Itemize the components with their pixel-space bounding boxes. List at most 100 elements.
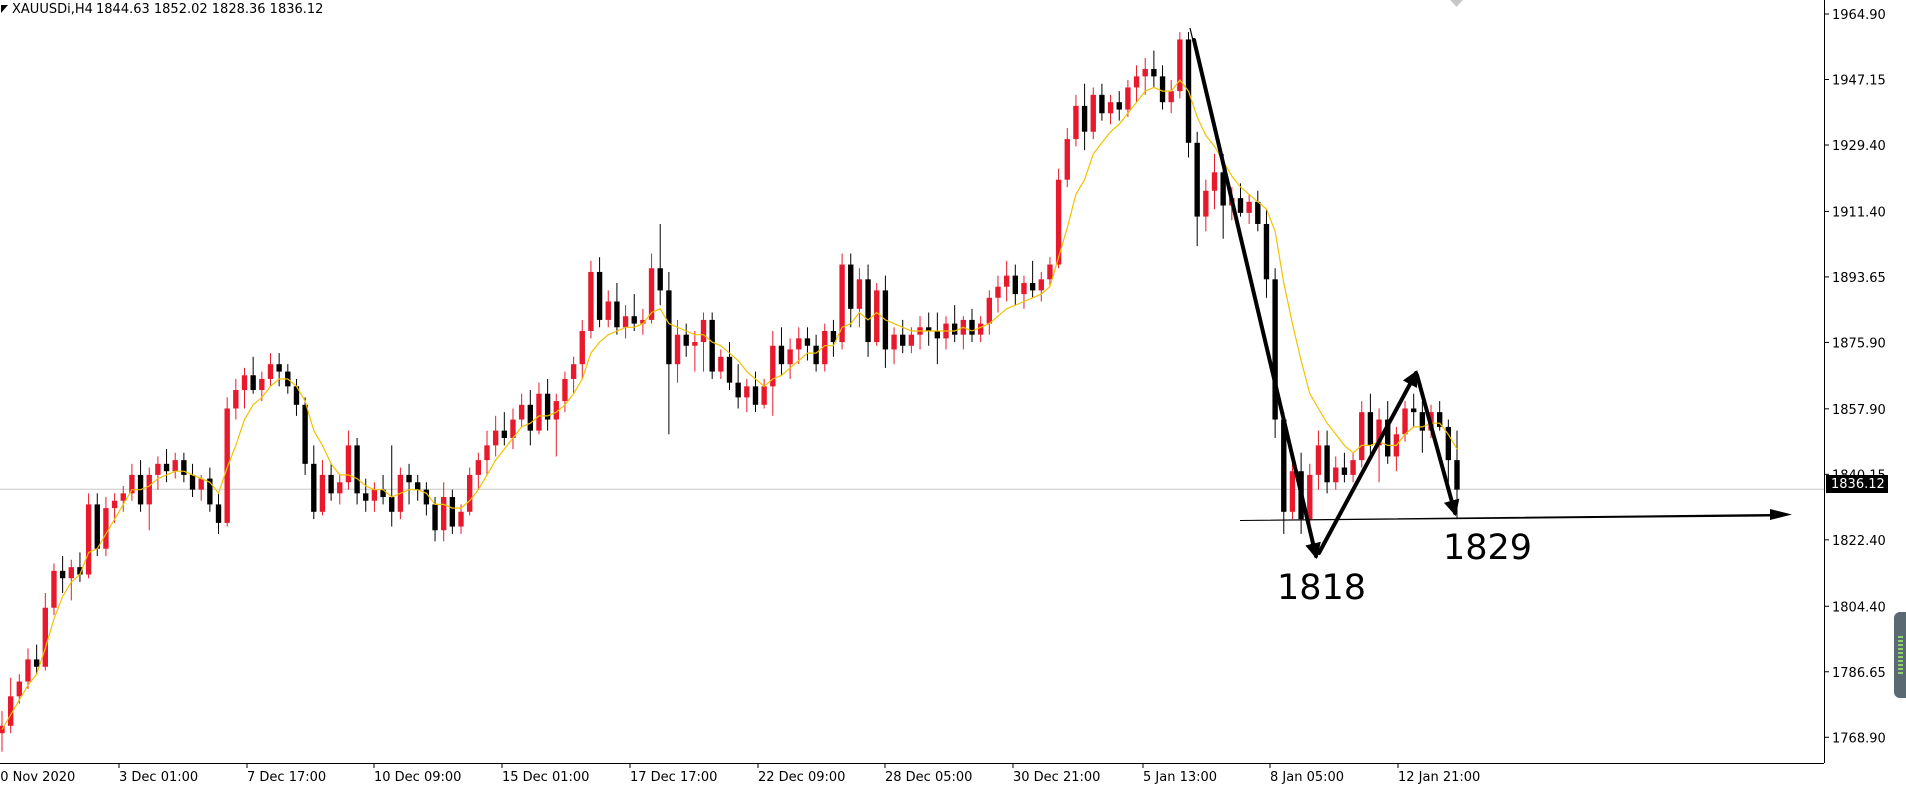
bullish-candle (1246, 201, 1252, 213)
bearish-candle (354, 445, 360, 494)
bullish-candle (536, 393, 542, 431)
price-tick-label: 1947.15 (1832, 74, 1886, 89)
bearish-candle (1367, 412, 1374, 446)
bullish-candle (224, 408, 230, 523)
bearish-candle (1194, 142, 1200, 217)
bullish-candle (345, 445, 352, 483)
collapse-triangle-icon[interactable] (1, 5, 8, 13)
bullish-candle (466, 474, 473, 512)
price-tick-label: 1804.40 (1832, 600, 1886, 615)
price-tick-label: 1964.90 (1832, 8, 1886, 23)
price-tick-label: 1822.40 (1832, 534, 1886, 549)
bearish-candle (59, 570, 66, 579)
time-tick-label: 3 Dec 01:00 (119, 770, 198, 785)
bearish-candle (683, 334, 689, 346)
bearish-candle (1099, 94, 1105, 114)
bullish-candle (7, 696, 14, 726)
bullish-candle (1376, 419, 1382, 446)
time-tick-label: 8 Jan 05:00 (1270, 770, 1344, 785)
bearish-candle (389, 497, 395, 512)
bearish-candle (726, 356, 733, 383)
bearish-candle (1220, 172, 1226, 206)
bearish-candle (614, 301, 620, 328)
bullish-candle (1350, 460, 1356, 475)
scroll-handle[interactable] (1894, 612, 1906, 698)
bearish-candle (328, 474, 334, 494)
bearish-candle (501, 430, 508, 438)
price-tick-label: 1768.90 (1832, 731, 1886, 746)
bullish-candle (51, 570, 57, 608)
bullish-candle (605, 301, 611, 320)
bullish-candle (995, 286, 1001, 298)
bearish-candle (415, 482, 421, 490)
bearish-candle (1255, 201, 1261, 224)
bearish-candle (380, 489, 386, 498)
bearish-candle (432, 504, 438, 531)
bearish-candle (848, 264, 854, 309)
trendline-drawings-layer[interactable] (1189, 27, 1792, 560)
bearish-candle (804, 338, 811, 346)
time-tick-label: 30 Dec 21:00 (1013, 770, 1100, 785)
bearish-candle (1151, 68, 1157, 77)
bullish-candle (518, 404, 525, 420)
bearish-candle (1116, 102, 1122, 110)
bearish-candle (1159, 76, 1166, 103)
bullish-candle (1038, 279, 1044, 291)
bullish-candle (1402, 408, 1408, 435)
rebound-arrow[interactable] (1317, 370, 1418, 555)
bearish-candle (951, 323, 958, 335)
bullish-candle (1177, 39, 1183, 92)
bullish-candle (1090, 94, 1096, 132)
bullish-candle (1203, 190, 1209, 217)
bullish-candle (1064, 139, 1070, 180)
price-tick-label: 1875.90 (1832, 336, 1886, 351)
bullish-candle (458, 511, 464, 527)
bullish-candle (172, 460, 178, 472)
bullish-candle (648, 268, 655, 320)
bearish-candle (181, 460, 187, 475)
bullish-candle (484, 445, 490, 461)
bullish-candle (475, 460, 482, 475)
bullish-candle (562, 378, 568, 402)
bullish-candle (796, 338, 802, 350)
price-tick-label: 1911.40 (1832, 205, 1886, 220)
bearish-candle (657, 268, 663, 291)
time-tick-label: 10 Dec 09:00 (374, 770, 461, 785)
bullish-candle (770, 345, 776, 387)
bullish-candle (85, 504, 92, 575)
second-low-annotation-label: 1829 (1443, 528, 1532, 568)
bearish-candle (1324, 445, 1330, 483)
bearish-candle (1029, 283, 1036, 291)
current-price-label: 1836.12 (1831, 477, 1885, 492)
current-price-label-bg (1826, 475, 1888, 493)
bearish-candle (1237, 198, 1244, 213)
bullish-candle (856, 279, 863, 309)
bearish-candle (77, 567, 83, 575)
bullish-candle (441, 497, 447, 531)
time-tick-label: 12 Jan 21:00 (1398, 770, 1480, 785)
bullish-candle (579, 330, 585, 365)
time-tick-label: 7 Dec 17:00 (247, 770, 326, 785)
bullish-candle (692, 342, 698, 346)
chart-symbol: XAUUSDi,H4 (12, 2, 93, 17)
bearish-candle (1411, 408, 1417, 413)
bullish-candle (233, 390, 239, 409)
bearish-candle (709, 319, 715, 372)
bearish-candle (189, 474, 196, 490)
down-trend-arrow[interactable] (1192, 38, 1321, 560)
bullish-candle (822, 330, 828, 365)
support-line-arrow[interactable] (1240, 509, 1792, 521)
pullback-arrow[interactable] (1415, 373, 1460, 517)
scroll-grip-icon (1898, 636, 1903, 674)
bullish-candle (977, 323, 984, 335)
chart-ohlc: 1844.63 1852.02 1828.36 1836.12 (96, 2, 323, 17)
bullish-candle (1142, 68, 1148, 77)
moving-average-line (1, 79, 1458, 730)
bullish-candle (839, 264, 845, 343)
bullish-candle (1107, 102, 1114, 114)
bearish-candle (94, 504, 100, 549)
chart-shift-marker-icon[interactable] (1450, 0, 1463, 7)
bullish-candle (908, 334, 915, 346)
